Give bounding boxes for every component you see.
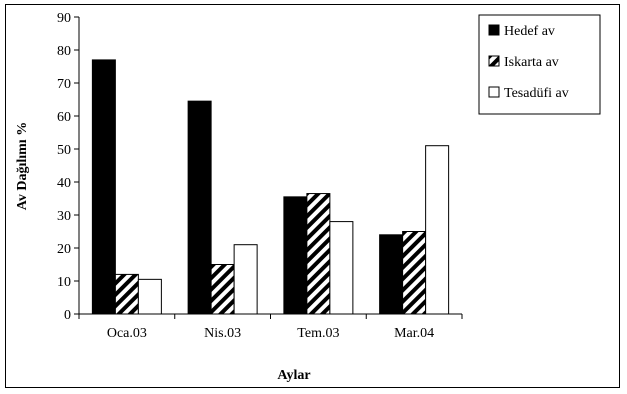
y-tick-label: 50 xyxy=(57,143,71,158)
legend-swatch xyxy=(488,86,500,98)
y-tick-label: 20 xyxy=(57,242,71,257)
plot-area: 0 10 20 30 40 50 60 70 80 90 Oca.03 Nis.03 Tem.03 Mar… xyxy=(57,11,463,341)
bar-iskarta-av-tem-03 xyxy=(306,193,331,315)
y-tick-label: 80 xyxy=(57,44,71,59)
bar-hedef-av-mar-04 xyxy=(379,234,404,315)
y-tick-label: 60 xyxy=(57,110,71,125)
y-tick-label: 40 xyxy=(57,176,71,191)
y-tick-label: 10 xyxy=(57,275,71,290)
x-tick-label: Tem.03 xyxy=(297,326,339,341)
y-tick-label: 90 xyxy=(57,11,71,26)
x-axis-title: Aylar xyxy=(277,368,310,383)
y-axis-title: Av Dağılımı % xyxy=(15,122,30,210)
bar-tesad-fi-av-mar-04 xyxy=(425,145,450,315)
legend-label: Tesadüfi av xyxy=(504,86,569,101)
y-tick-label: 30 xyxy=(57,209,71,224)
legend-label: Iskarta av xyxy=(504,55,559,70)
bar-tesad-fi-av-nis-03 xyxy=(233,244,258,315)
legend: Hedef av Iskarta av Tesadüfi av xyxy=(478,14,601,115)
y-tick-label: 0 xyxy=(64,308,71,323)
x-tick-label: Nis.03 xyxy=(204,326,241,341)
bar-iskarta-av-nis-03 xyxy=(210,264,235,315)
y-tick-label: 70 xyxy=(57,77,71,92)
bar-hedef-av-oca-03 xyxy=(91,59,116,315)
bar-iskarta-av-oca-03 xyxy=(114,273,139,315)
bar-tesad-fi-av-oca-03 xyxy=(137,278,162,315)
legend-swatch xyxy=(488,24,500,36)
legend-swatch xyxy=(488,55,500,67)
bar-hedef-av-tem-03 xyxy=(283,196,308,315)
bar-hedef-av-nis-03 xyxy=(187,100,212,315)
x-tick-label: Oca.03 xyxy=(107,326,147,341)
legend-label: Hedef av xyxy=(504,24,555,39)
bar-iskarta-av-mar-04 xyxy=(402,231,427,315)
bar-tesad-fi-av-tem-03 xyxy=(329,221,354,315)
x-tick-label: Mar.04 xyxy=(394,326,434,341)
